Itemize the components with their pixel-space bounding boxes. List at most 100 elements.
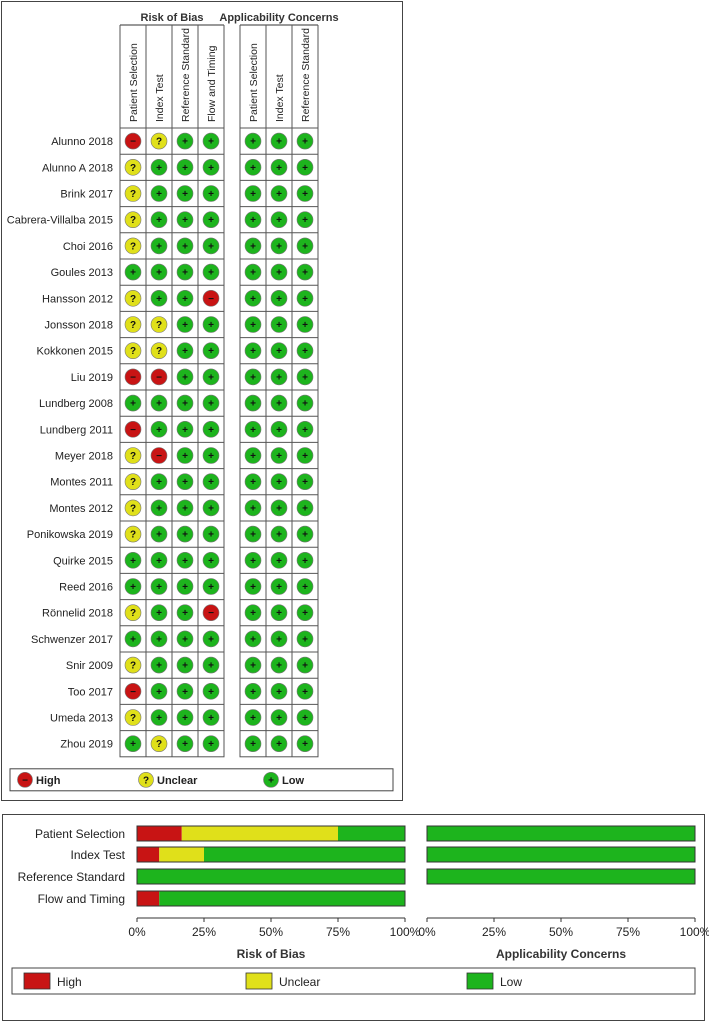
- applicability-judgement-low-symbol: +: [276, 634, 282, 645]
- applicability-judgement-low: +: [296, 342, 314, 360]
- applicability-judgement-low-symbol: +: [250, 294, 256, 305]
- study-label: Liu 2019: [71, 372, 113, 384]
- x-tick-label: 0%: [128, 925, 146, 939]
- rob-judgement-low-circle: [202, 420, 220, 438]
- rob-judgement-low-circle: [150, 682, 168, 700]
- applicability-judgement-low-circle: [296, 735, 314, 753]
- applicability-judgement-low-circle: [270, 185, 288, 202]
- applicability-judgement-low-symbol: +: [302, 608, 308, 619]
- rob-judgement-low-symbol: +: [156, 608, 162, 619]
- rob-judgement-low-symbol: +: [208, 582, 214, 593]
- applicability-judgement-low: +: [244, 368, 262, 386]
- rob-judgement-low-symbol: +: [182, 268, 188, 279]
- rob-judgement-low-circle: [176, 185, 194, 202]
- applicability-judgement-low: +: [244, 551, 262, 569]
- applicability-judgement-low-symbol: +: [276, 530, 282, 541]
- rob-judgement-low: +: [202, 263, 220, 281]
- rob-judgement-low: +: [150, 551, 168, 569]
- rob-judgement-unclear-symbol: ?: [130, 608, 136, 619]
- legend-high-label: High: [36, 775, 61, 787]
- applicability-judgement-low-symbol: +: [276, 608, 282, 619]
- rob-judgement-low-symbol: +: [208, 241, 214, 252]
- rob-judgement-high-circle: [124, 132, 142, 150]
- applicability-judgement-low: +: [296, 551, 314, 569]
- rob-judgement-unclear-circle: [150, 735, 168, 753]
- study-label: Alunno A 2018: [42, 162, 113, 174]
- applicability-judgement-low: +: [244, 211, 262, 228]
- applicability-judgement-low: +: [244, 709, 262, 726]
- bar-segment-high: [137, 891, 160, 906]
- applicability-judgement-low: +: [244, 630, 262, 648]
- rob-judgement-low-circle: [176, 473, 194, 491]
- applicability-judgement-low-symbol: +: [276, 661, 282, 672]
- applicability-judgement-low: +: [244, 132, 262, 150]
- applicability-judgement-low-circle: [296, 578, 314, 595]
- applicability-judgement-low: +: [296, 656, 314, 674]
- applicability-judgement-low-circle: [270, 159, 288, 176]
- rob-judgement-high-symbol: −: [156, 451, 162, 462]
- rob-judgement-high-circle: [202, 604, 220, 622]
- applicability-judgement-low-symbol: +: [302, 268, 308, 279]
- rob-judgement-low: +: [176, 289, 194, 307]
- applicability-judgement-low: +: [270, 289, 288, 307]
- study-label: Kokkonen 2015: [37, 346, 113, 358]
- rob-judgement-low: +: [176, 499, 194, 517]
- rob-judgement-low-symbol: +: [182, 451, 188, 462]
- rob-judgement-low: +: [202, 237, 220, 255]
- applicability-judgement-low-circle: [296, 551, 314, 569]
- rob-judgement-low-circle: [176, 551, 194, 569]
- rob-judgement-low-symbol: +: [130, 268, 136, 279]
- rob-judgement-high-circle: [150, 368, 168, 386]
- rob-judgement-low: +: [202, 499, 220, 517]
- applicability-judgement-low-circle: [270, 630, 288, 648]
- rob-judgement-unclear: ?: [124, 342, 142, 360]
- rob-judgement-low-symbol: +: [130, 739, 136, 750]
- applicability-judgement-low-circle: [296, 420, 314, 438]
- rob-judgement-unclear-circle: [124, 604, 142, 622]
- study-label: Lundberg 2008: [39, 398, 113, 410]
- applicability-judgement-low-circle: [296, 525, 314, 543]
- bar-segment-low: [427, 826, 695, 841]
- rob-judgement-low-symbol: +: [208, 163, 214, 174]
- applicability-judgement-low-symbol: +: [250, 268, 256, 279]
- rob-judgement-low-symbol: +: [208, 739, 214, 750]
- rob-judgement-low-symbol: +: [182, 713, 188, 724]
- applicability-judgement-low-circle: [270, 709, 288, 726]
- rob-judgement-low: +: [124, 735, 142, 753]
- rob-judgement-low-circle: [202, 159, 220, 176]
- rob-judgement-low-symbol: +: [208, 320, 214, 331]
- risk-of-bias-summary-table: Risk of Bias Patient Selection Index Test R…: [1, 1, 403, 801]
- applicability-judgement-low-circle: [270, 473, 288, 491]
- study-label: Rönnelid 2018: [42, 608, 113, 620]
- rob-judgement-low: +: [150, 211, 168, 228]
- applicability-judgement-low-symbol: +: [302, 661, 308, 672]
- rob-judgement-unclear-symbol: ?: [130, 189, 136, 200]
- rob-judgement-unclear: ?: [124, 499, 142, 517]
- rob-judgement-unclear: ?: [124, 185, 142, 202]
- applicability-judgement-low-circle: [296, 132, 314, 150]
- rob-judgement-low-symbol: +: [156, 503, 162, 514]
- applicability-judgement-low-symbol: +: [276, 346, 282, 357]
- rob-judgement-low: +: [176, 263, 194, 281]
- group-title-0: Risk of Bias: [141, 12, 204, 24]
- study-label: Montes 2011: [50, 477, 113, 489]
- rob-judgement-unclear-circle: [124, 709, 142, 726]
- rob-judgement-low-circle: [150, 499, 168, 517]
- rob-judgement-low: +: [202, 185, 220, 202]
- applicability-judgement-low-symbol: +: [276, 556, 282, 567]
- applicability-judgement-low-symbol: +: [250, 215, 256, 226]
- rob-judgement-low-symbol: +: [182, 608, 188, 619]
- rob-judgement-low-symbol: +: [182, 241, 188, 252]
- applicability-judgement-low-symbol: +: [276, 503, 282, 514]
- applicability-judgement-low-symbol: +: [250, 477, 256, 488]
- rob-judgement-unclear-symbol: ?: [130, 503, 136, 514]
- rob-judgement-high: −: [124, 682, 142, 700]
- applicability-judgement-low-symbol: +: [276, 189, 282, 200]
- rob-judgement-low: +: [150, 604, 168, 622]
- applicability-judgement-low: +: [270, 525, 288, 543]
- rob-judgement-unclear-symbol: ?: [130, 294, 136, 305]
- x-tick-label: 25%: [482, 925, 506, 939]
- rob-judgement-unclear-circle: [124, 237, 142, 255]
- applicability-judgement-low-symbol: +: [302, 320, 308, 331]
- applicability-judgement-low-circle: [270, 132, 288, 150]
